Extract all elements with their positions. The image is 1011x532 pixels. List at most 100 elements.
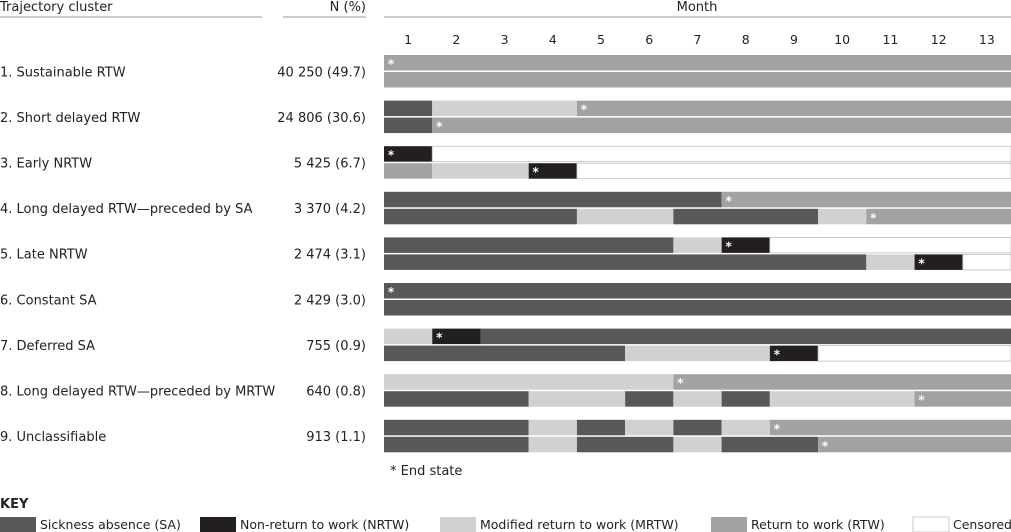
segment-sa-c6-r2-s1 (384, 300, 1011, 316)
segment-sa-c6-r1-s1 (384, 283, 1011, 299)
segment-rtw-c8-r2-s7 (914, 391, 1011, 407)
segment-rtw-c8-r1-s2 (673, 374, 1011, 390)
segment-sa-c9-r2-s3 (576, 436, 674, 453)
header-cluster: Trajectory cluster (0, 0, 113, 15)
segment-sa-c8-r2-s3 (625, 391, 674, 407)
segment-mrtw-c9-r1-s4 (625, 419, 674, 436)
month-tick-12: 12 (931, 32, 947, 47)
cluster-label-1: 1. Sustainable RTW (0, 65, 126, 80)
month-tick-2: 2 (452, 32, 460, 47)
footnote-end-state: * End state (390, 464, 462, 479)
segment-sa-c7-r2-s1 (384, 345, 626, 362)
cluster-n-8: 640 (0.8) (306, 384, 366, 399)
cluster-6: 6. Constant SA 2 429 (3.0) * (0, 283, 1011, 316)
legend-label-mrtw: Modified return to work (MRTW) (480, 517, 679, 532)
segment-sa-c8-r2-s5 (721, 391, 770, 407)
legend: Sickness absence (SA) Non-return to work … (0, 516, 1011, 532)
cluster-1: 1. Sustainable RTW 40 250 (49.7) * (0, 55, 1011, 88)
cluster-label-9: 9. Unclassifiable (0, 430, 106, 445)
legend-label-sa: Sickness absence (SA) (40, 517, 181, 532)
segment-sa-c9-r2-s5 (721, 436, 819, 453)
cluster-3: 3. Early NRTW 5 425 (6.7) * * (0, 145, 1011, 179)
end-state-marker-c4-r1: * (725, 194, 732, 208)
end-state-marker-c9-r1: * (774, 422, 781, 436)
segment-sa-c2-r2-s1 (384, 117, 433, 134)
legend-swatch-c (912, 516, 950, 532)
segment-rtw-c1-r2-s1 (384, 72, 1011, 88)
end-state-marker-c2-r1: * (581, 103, 588, 117)
segment-mrtw-c2-r1-s2 (432, 100, 577, 117)
segment-mrtw-c9-r2-s2 (528, 436, 577, 453)
segment-mrtw-c8-r2-s4 (673, 391, 722, 407)
segment-mrtw-c9-r2-s4 (673, 436, 722, 453)
cluster-n-1: 40 250 (49.7) (277, 65, 366, 80)
segment-sa-c8-r2-s1 (384, 391, 529, 407)
cluster-n-5: 2 474 (3.1) (294, 248, 366, 263)
segment-mrtw-c4-r2-s2 (576, 208, 674, 225)
cluster-n-7: 755 (0.9) (306, 339, 366, 354)
cluster-9: 9. Unclassifiable 913 (1.1) * * (0, 419, 1011, 453)
header-n: N (%) (330, 0, 366, 15)
segment-mrtw-c5-r2-s2 (866, 254, 915, 270)
segment-mrtw-c9-r1-s2 (528, 419, 577, 436)
cluster-n-9: 913 (1.1) (306, 430, 366, 445)
segment-mrtw-c5-r1-s2 (673, 237, 722, 253)
segment-sa-c4-r1-s1 (384, 191, 722, 208)
segment-rtw-c2-r1-s3 (576, 100, 1011, 117)
end-state-marker-c5-r1: * (725, 239, 732, 253)
segment-mrtw-c4-r2-s4 (818, 208, 867, 225)
cluster-label-3: 3. Early NRTW (0, 156, 92, 171)
end-state-marker-c4-r2: * (870, 211, 877, 225)
cluster-label-4: 4. Long delayed RTW—preceded by SA (0, 202, 253, 217)
cluster-label-6: 6. Constant SA (0, 293, 97, 308)
cluster-label-5: 5. Late NRTW (0, 248, 88, 263)
segment-mrtw-c7-r1-s1 (384, 328, 433, 345)
month-axis: 1 2 3 4 5 6 7 8 9 10 11 12 13 (404, 32, 995, 47)
segment-mrtw-c8-r2-s6 (769, 391, 915, 407)
legend-swatch-mrtw (440, 517, 476, 532)
cluster-5: 5. Late NRTW 2 474 (3.1) * * (0, 236, 1011, 271)
segment-rtw-c3-r2-s1 (384, 163, 433, 179)
cluster-8: 8. Long delayed RTW—preceded by MRTW 640 … (0, 374, 1011, 407)
segment-sa-c9-r1-s1 (384, 419, 529, 436)
segment-mrtw-c8-r1-s1 (384, 374, 674, 390)
month-tick-6: 6 (645, 32, 653, 47)
segment-nrtw-c7-r2-s3 (769, 345, 819, 362)
end-state-marker-c3-r2: * (533, 165, 540, 179)
end-state-marker-c3-r1: * (388, 148, 395, 162)
segment-sa-c5-r1-s1 (384, 237, 674, 253)
month-tick-7: 7 (694, 32, 702, 47)
segment-nrtw-c7-r1-s2 (432, 328, 481, 345)
segment-sa-c7-r1-s3 (480, 328, 1011, 345)
end-state-marker-c1-r1: * (388, 57, 395, 71)
segment-sa-c9-r1-s5 (673, 419, 722, 436)
end-state-marker-c7-r1: * (436, 331, 443, 345)
month-tick-8: 8 (742, 32, 750, 47)
cluster-rows: 1. Sustainable RTW 40 250 (49.7)*2. Short… (0, 55, 1011, 453)
end-state-marker-c9-r2: * (822, 439, 829, 453)
segment-sa-c2-r1-s1 (384, 100, 433, 117)
segment-rtw-c1-r1-s1 (384, 55, 1011, 71)
cluster-2: 2. Short delayed RTW 24 806 (30.6) * * (0, 100, 1011, 134)
cluster-n-6: 2 429 (3.0) (294, 293, 366, 308)
month-tick-9: 9 (790, 32, 798, 47)
month-tick-11: 11 (882, 32, 898, 47)
cluster-n-2: 24 806 (30.6) (277, 111, 366, 126)
segment-rtw-c4-r1-s2 (721, 191, 1011, 208)
end-state-marker-c7-r2: * (774, 348, 781, 362)
cluster-label-7: 7. Deferred SA (0, 339, 95, 354)
segment-c-c7-r2-s4 (817, 345, 1011, 362)
segment-sa-c5-r2-s1 (384, 254, 867, 270)
month-tick-5: 5 (597, 32, 605, 47)
legend-label-rtw: Return to work (RTW) (751, 517, 885, 532)
cluster-4: 4. Long delayed RTW—preceded by SA 3 370 … (0, 191, 1011, 225)
segment-sa-c4-r2-s1 (384, 208, 577, 225)
legend-label-nrtw: Non-return to work (NRTW) (240, 517, 409, 532)
segment-c-c5-r2-s4 (962, 253, 1011, 271)
legend-swatch-rtw (711, 517, 747, 532)
segment-rtw-c9-r1-s7 (769, 419, 1011, 436)
cluster-n-3: 5 425 (6.7) (294, 156, 366, 171)
segment-c-c3-r1-s2 (431, 145, 1011, 163)
segment-nrtw-c5-r2-s3 (914, 254, 963, 270)
